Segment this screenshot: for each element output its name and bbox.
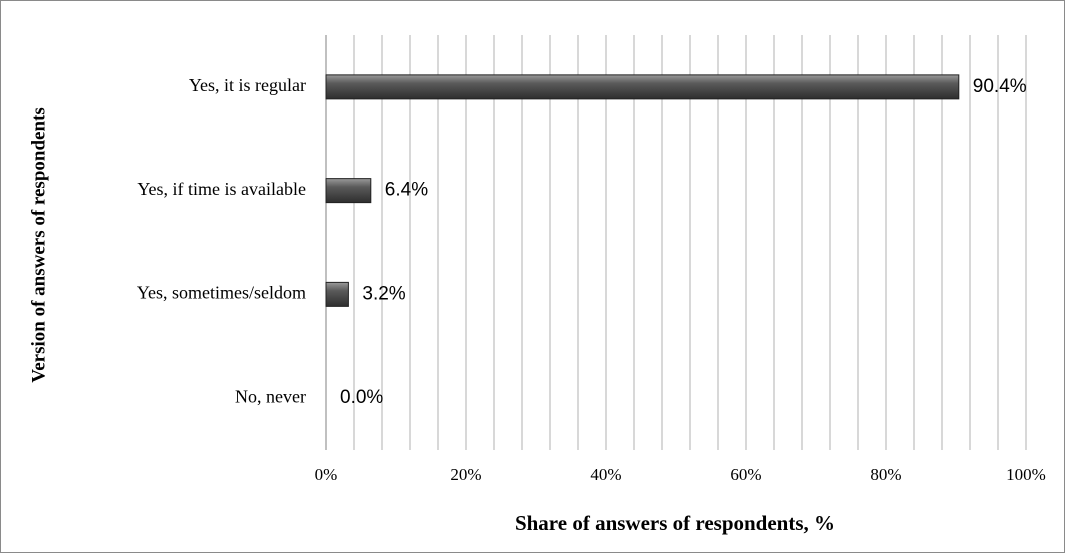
bar [325,74,960,100]
x-tick-label: 80% [870,465,901,484]
value-label: 90.4% [973,76,1027,97]
y-axis-label: Version of answers of respondents [28,107,49,383]
x-axis-label: Share of answers of respondents, % [515,511,835,535]
x-tick-label: 0% [315,465,338,484]
x-tick-label: 20% [450,465,481,484]
value-label: 0.0% [340,387,383,408]
y-tick-label: Yes, if time is available [137,179,306,199]
bar [325,281,349,307]
y-tick-label: No, never [235,386,306,406]
y-tick-label: Yes, sometimes/seldom [137,283,306,303]
x-tick-label: 100% [1006,465,1046,484]
value-label: 6.4% [385,180,428,201]
x-tick-label: 60% [730,465,761,484]
value-label: 3.2% [362,283,405,304]
y-tick-label: Yes, it is regular [189,75,306,95]
x-tick-label: 40% [590,465,621,484]
bar [325,178,372,204]
